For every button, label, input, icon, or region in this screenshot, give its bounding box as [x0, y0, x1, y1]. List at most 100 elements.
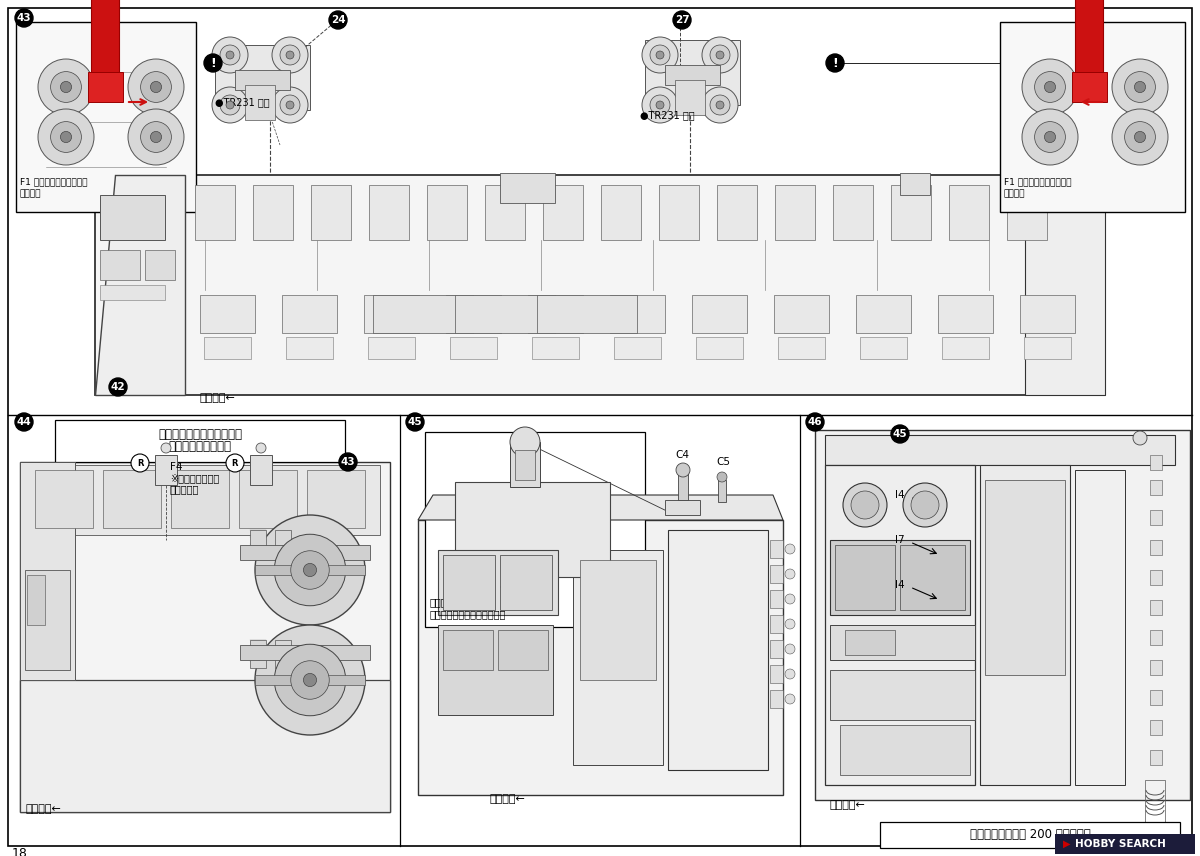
Circle shape — [212, 87, 248, 123]
Circle shape — [1124, 122, 1156, 152]
Bar — [245, 85, 275, 120]
Circle shape — [785, 544, 796, 554]
Bar — [815, 430, 1190, 800]
Bar — [718, 480, 726, 502]
Bar — [307, 470, 365, 528]
Bar — [826, 435, 1175, 465]
Circle shape — [272, 87, 308, 123]
Circle shape — [340, 453, 358, 471]
Text: 運転席側←: 運転席側← — [25, 804, 61, 814]
Circle shape — [212, 37, 248, 73]
Circle shape — [256, 443, 266, 453]
Bar — [668, 530, 768, 770]
Bar — [155, 455, 178, 485]
Bar — [88, 72, 124, 102]
Bar — [840, 725, 970, 775]
Circle shape — [1034, 72, 1066, 103]
Text: ▶: ▶ — [1063, 839, 1070, 849]
Bar — [204, 337, 251, 359]
Circle shape — [451, 583, 458, 591]
Bar — [103, 470, 161, 528]
Bar — [770, 640, 784, 658]
Bar — [25, 570, 70, 670]
Bar — [826, 465, 974, 785]
Circle shape — [716, 101, 724, 109]
Bar — [28, 575, 46, 625]
Bar — [1150, 540, 1162, 555]
Bar — [446, 295, 502, 333]
Text: F4: F4 — [170, 462, 182, 472]
Circle shape — [128, 59, 184, 115]
Circle shape — [526, 583, 534, 591]
Bar — [574, 550, 662, 765]
Bar — [275, 530, 292, 558]
Bar — [678, 470, 688, 500]
Circle shape — [275, 645, 346, 716]
Circle shape — [842, 483, 887, 527]
Text: 27: 27 — [674, 15, 689, 25]
Bar — [601, 185, 641, 240]
Text: 43: 43 — [341, 457, 355, 467]
Circle shape — [510, 427, 540, 457]
Bar — [610, 295, 665, 333]
Circle shape — [656, 101, 664, 109]
Bar — [240, 645, 370, 660]
Bar — [890, 185, 931, 240]
Text: お好みでカットしてください: お好みでカットしてください — [430, 609, 506, 619]
Circle shape — [50, 122, 82, 152]
Circle shape — [406, 413, 424, 431]
Bar — [646, 40, 740, 105]
Circle shape — [650, 95, 670, 115]
Bar — [418, 520, 784, 795]
Bar — [250, 530, 266, 558]
Text: R: R — [232, 459, 239, 467]
Bar — [256, 675, 365, 685]
Bar — [427, 185, 467, 240]
Circle shape — [60, 81, 72, 92]
Bar — [498, 630, 548, 670]
Bar — [770, 540, 784, 558]
Circle shape — [128, 109, 184, 165]
Text: 44: 44 — [17, 417, 31, 427]
Bar — [364, 295, 419, 333]
Circle shape — [1134, 81, 1146, 92]
Circle shape — [109, 378, 127, 396]
Text: このパーツは上級者向けの: このパーツは上級者向けの — [158, 428, 242, 441]
Circle shape — [140, 122, 172, 152]
Bar — [455, 482, 610, 577]
Circle shape — [226, 51, 234, 59]
Bar — [311, 185, 352, 240]
Bar — [55, 420, 346, 462]
Bar — [856, 295, 911, 333]
Text: R: R — [137, 459, 143, 467]
Circle shape — [785, 619, 796, 629]
Text: I7: I7 — [895, 535, 905, 545]
Circle shape — [785, 694, 796, 704]
Bar — [830, 540, 970, 615]
Text: C5: C5 — [716, 457, 730, 467]
Bar — [500, 173, 554, 203]
Bar — [949, 185, 989, 240]
Bar — [256, 565, 365, 575]
Text: 42: 42 — [110, 382, 125, 392]
Bar — [775, 185, 815, 240]
Bar — [532, 337, 580, 359]
Bar — [215, 45, 310, 110]
Bar — [542, 185, 583, 240]
Bar — [665, 65, 720, 85]
Bar — [1150, 480, 1162, 495]
Bar — [1150, 690, 1162, 705]
Text: HOBBY SEARCH: HOBBY SEARCH — [1075, 839, 1166, 849]
Bar — [528, 295, 583, 333]
Circle shape — [702, 37, 738, 73]
Circle shape — [904, 483, 947, 527]
Bar — [770, 565, 784, 583]
Bar — [1025, 175, 1105, 395]
Bar — [500, 555, 552, 610]
Bar — [1075, 470, 1126, 785]
Bar — [1000, 22, 1186, 212]
Bar — [515, 450, 535, 480]
Bar — [692, 295, 746, 333]
Circle shape — [710, 45, 730, 65]
Circle shape — [290, 550, 329, 589]
